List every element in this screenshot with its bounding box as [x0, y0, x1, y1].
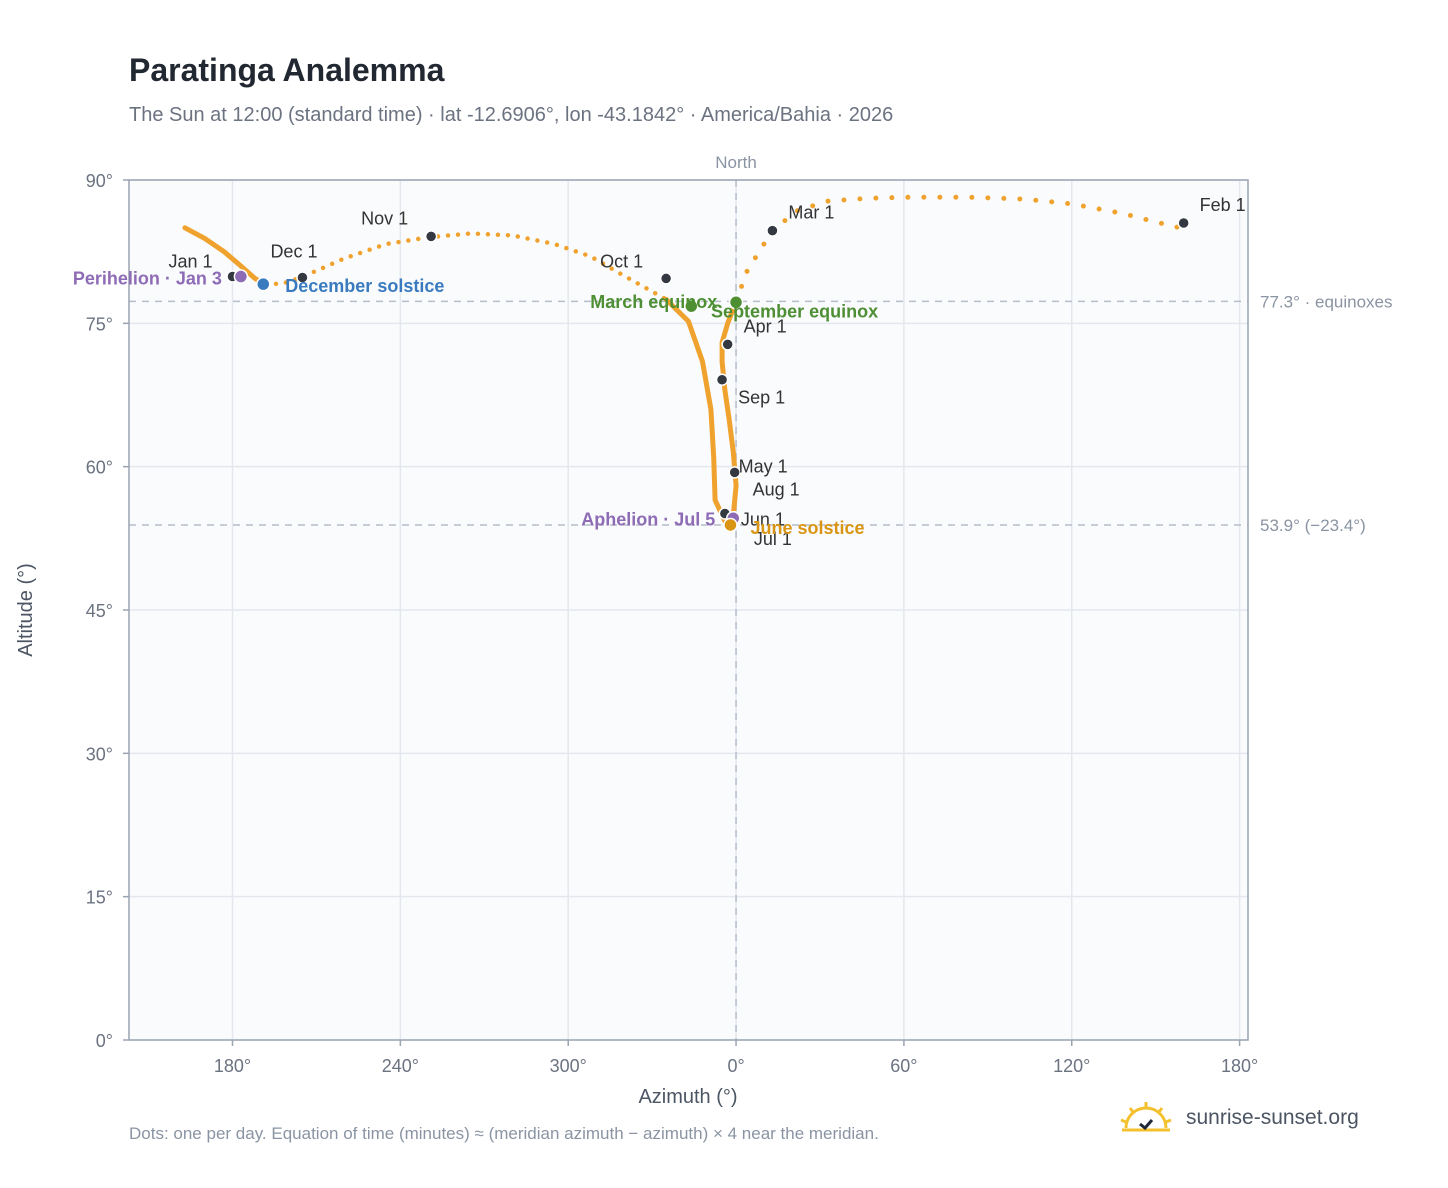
event-label: Perihelion · Jan 3 [73, 269, 222, 289]
y-tick-label: 90° [86, 171, 113, 191]
analemma-dotted-segment [263, 231, 669, 302]
reference-label: 53.9° (−23.4°) [1260, 516, 1366, 535]
x-tick-label: 60° [890, 1056, 917, 1076]
brand-logo[interactable]: sunrise-sunset.org [1118, 1100, 1359, 1136]
event-marker [723, 517, 738, 533]
month-label: Jul 1 [754, 529, 792, 549]
month-label: Sep 1 [738, 388, 785, 408]
event-label: June solstice [750, 518, 864, 538]
month-label: Dec 1 [270, 241, 317, 261]
x-axis-ticks: 180° 240° 300° 0° 60° 120° 180° [214, 1040, 1258, 1076]
y-tick-label: 45° [86, 601, 113, 621]
x-tick-label: 120° [1053, 1056, 1090, 1076]
reference-label: 77.3° · equinoxes [1260, 292, 1393, 311]
event-marker [256, 276, 271, 292]
month-marker [1177, 216, 1190, 230]
event-marker [684, 298, 699, 314]
y-axis-ticks: 0° 15° 30° 45° 60° 75° 90° [86, 171, 129, 1051]
month-label: Aug 1 [753, 479, 800, 499]
meridian-line: North [715, 153, 757, 1040]
x-tick-label: 180° [214, 1056, 251, 1076]
month-marker [721, 338, 734, 351]
x-tick-label: 300° [550, 1056, 587, 1076]
y-axis-title: Altitude (°) [15, 563, 37, 657]
event-markers: Perihelion · Jan 3 December solstice March… [73, 269, 878, 538]
chart-subtitle: The Sun at 12:00 (standard time) · lat -… [129, 104, 894, 126]
y-tick-label: 30° [86, 744, 113, 764]
x-tick-label: 180° [1221, 1056, 1258, 1076]
event-label: December solstice [285, 276, 444, 296]
sun-logo-icon [1120, 1102, 1172, 1132]
analemma-loop-segment [663, 296, 739, 524]
month-label: Feb 1 [1200, 195, 1246, 215]
month-label: Apr 1 [744, 316, 787, 336]
y-tick-label: 15° [86, 888, 113, 908]
x-tick-label: 0° [727, 1056, 744, 1076]
event-label: Aphelion · Jul 5 [581, 509, 715, 529]
month-label: Mar 1 [788, 203, 834, 223]
month-label: Jan 1 [169, 252, 213, 272]
meridian-label: North [715, 153, 757, 172]
footnote: Dots: one per day. Equation of time (min… [129, 1124, 879, 1143]
event-label: September equinox [711, 301, 878, 321]
month-marker [296, 271, 309, 284]
month-marker [715, 373, 729, 386]
month-marker [424, 230, 438, 243]
month-marker [766, 224, 779, 237]
brand-name: sunrise-sunset.org [1186, 1106, 1359, 1129]
month-label: Jun 1 [741, 509, 785, 529]
event-marker [728, 295, 744, 310]
month-label: May 1 [739, 456, 788, 476]
month-marker [728, 466, 741, 479]
event-marker [233, 269, 249, 284]
reference-lines: 77.3° · equinoxes 53.9° (−23.4°) [129, 292, 1393, 535]
y-tick-label: 60° [86, 458, 113, 478]
chart-title: Paratinga Analemma [129, 52, 445, 88]
month-label: Oct 1 [600, 251, 643, 271]
y-tick-label: 75° [86, 314, 113, 334]
x-axis-title: Azimuth (°) [638, 1086, 737, 1108]
x-tick-label: 240° [382, 1056, 419, 1076]
analemma-dense-segment [182, 225, 269, 288]
month-marker [659, 272, 673, 285]
y-tick-label: 0° [96, 1031, 113, 1051]
month-label: Nov 1 [361, 208, 408, 228]
event-label: March equinox [590, 292, 717, 312]
